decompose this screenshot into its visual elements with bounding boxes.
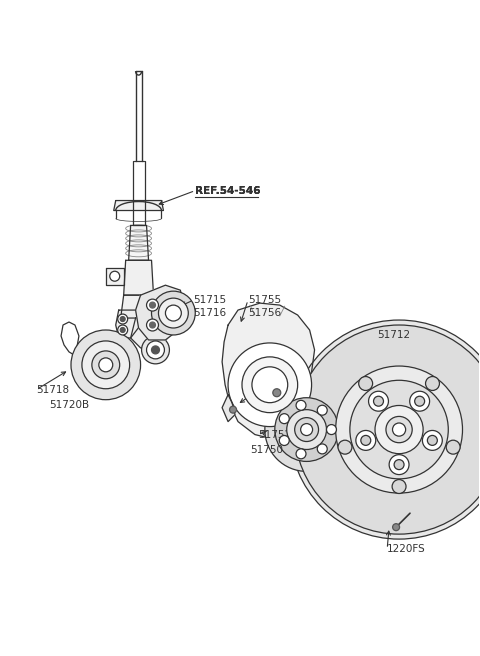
Circle shape	[273, 389, 281, 397]
Circle shape	[392, 480, 406, 493]
Circle shape	[326, 424, 336, 434]
Circle shape	[350, 380, 448, 479]
Circle shape	[166, 305, 181, 321]
Circle shape	[394, 460, 404, 470]
Circle shape	[118, 325, 128, 335]
Circle shape	[99, 358, 113, 372]
Circle shape	[300, 424, 312, 436]
Circle shape	[118, 314, 128, 324]
Circle shape	[279, 414, 289, 424]
Circle shape	[375, 405, 423, 454]
Polygon shape	[131, 318, 170, 348]
Circle shape	[386, 417, 412, 443]
Circle shape	[92, 351, 120, 379]
Circle shape	[359, 377, 372, 390]
Circle shape	[336, 366, 463, 493]
Circle shape	[275, 398, 338, 461]
Circle shape	[279, 436, 289, 445]
Text: 51750: 51750	[250, 445, 283, 455]
Circle shape	[317, 405, 327, 415]
Text: REF.54-546: REF.54-546	[195, 186, 261, 195]
Circle shape	[120, 317, 125, 321]
Polygon shape	[120, 295, 156, 318]
Text: 51756: 51756	[248, 308, 281, 318]
Circle shape	[82, 341, 130, 389]
Circle shape	[389, 455, 409, 474]
Text: 51716: 51716	[193, 308, 227, 318]
Text: 51755: 51755	[248, 295, 281, 305]
Circle shape	[410, 391, 430, 411]
Circle shape	[356, 430, 376, 451]
Circle shape	[152, 291, 195, 335]
Polygon shape	[114, 201, 164, 211]
Circle shape	[393, 523, 399, 531]
Text: REF.54-546: REF.54-546	[195, 186, 261, 195]
Circle shape	[110, 271, 120, 281]
Circle shape	[422, 430, 442, 451]
Circle shape	[120, 327, 125, 333]
Polygon shape	[222, 395, 235, 422]
Circle shape	[338, 440, 352, 454]
Circle shape	[317, 444, 327, 454]
Text: 51715: 51715	[193, 295, 227, 305]
Polygon shape	[129, 226, 148, 260]
Circle shape	[265, 388, 348, 472]
Circle shape	[152, 346, 159, 354]
Circle shape	[287, 409, 326, 449]
Circle shape	[295, 325, 480, 534]
Circle shape	[296, 449, 306, 459]
Text: 51720B: 51720B	[49, 400, 89, 410]
Circle shape	[427, 436, 437, 445]
Circle shape	[373, 396, 384, 406]
Text: 51752: 51752	[258, 430, 291, 440]
Circle shape	[296, 400, 306, 410]
Circle shape	[229, 406, 237, 413]
Text: REF.54-546: REF.54-546	[195, 186, 261, 195]
Circle shape	[369, 391, 388, 411]
Circle shape	[393, 423, 406, 436]
Circle shape	[146, 341, 165, 359]
Circle shape	[228, 343, 312, 426]
Circle shape	[426, 377, 440, 390]
Circle shape	[361, 436, 371, 445]
Circle shape	[415, 396, 425, 406]
Circle shape	[146, 299, 158, 311]
Polygon shape	[136, 285, 185, 340]
Polygon shape	[116, 310, 141, 338]
Polygon shape	[222, 303, 314, 440]
Text: 1220FS: 1220FS	[387, 544, 426, 554]
Polygon shape	[124, 260, 154, 295]
Circle shape	[71, 330, 141, 400]
Text: 51718: 51718	[36, 385, 69, 395]
Circle shape	[146, 319, 158, 331]
Text: 51712: 51712	[377, 330, 410, 340]
Circle shape	[150, 302, 156, 308]
Circle shape	[142, 336, 169, 364]
Circle shape	[252, 367, 288, 403]
Circle shape	[446, 440, 460, 454]
Circle shape	[290, 320, 480, 539]
Circle shape	[158, 298, 188, 328]
Circle shape	[150, 322, 156, 328]
Circle shape	[242, 357, 298, 413]
Circle shape	[295, 418, 319, 441]
Polygon shape	[106, 268, 124, 285]
Text: 1129ED: 1129ED	[255, 388, 296, 398]
